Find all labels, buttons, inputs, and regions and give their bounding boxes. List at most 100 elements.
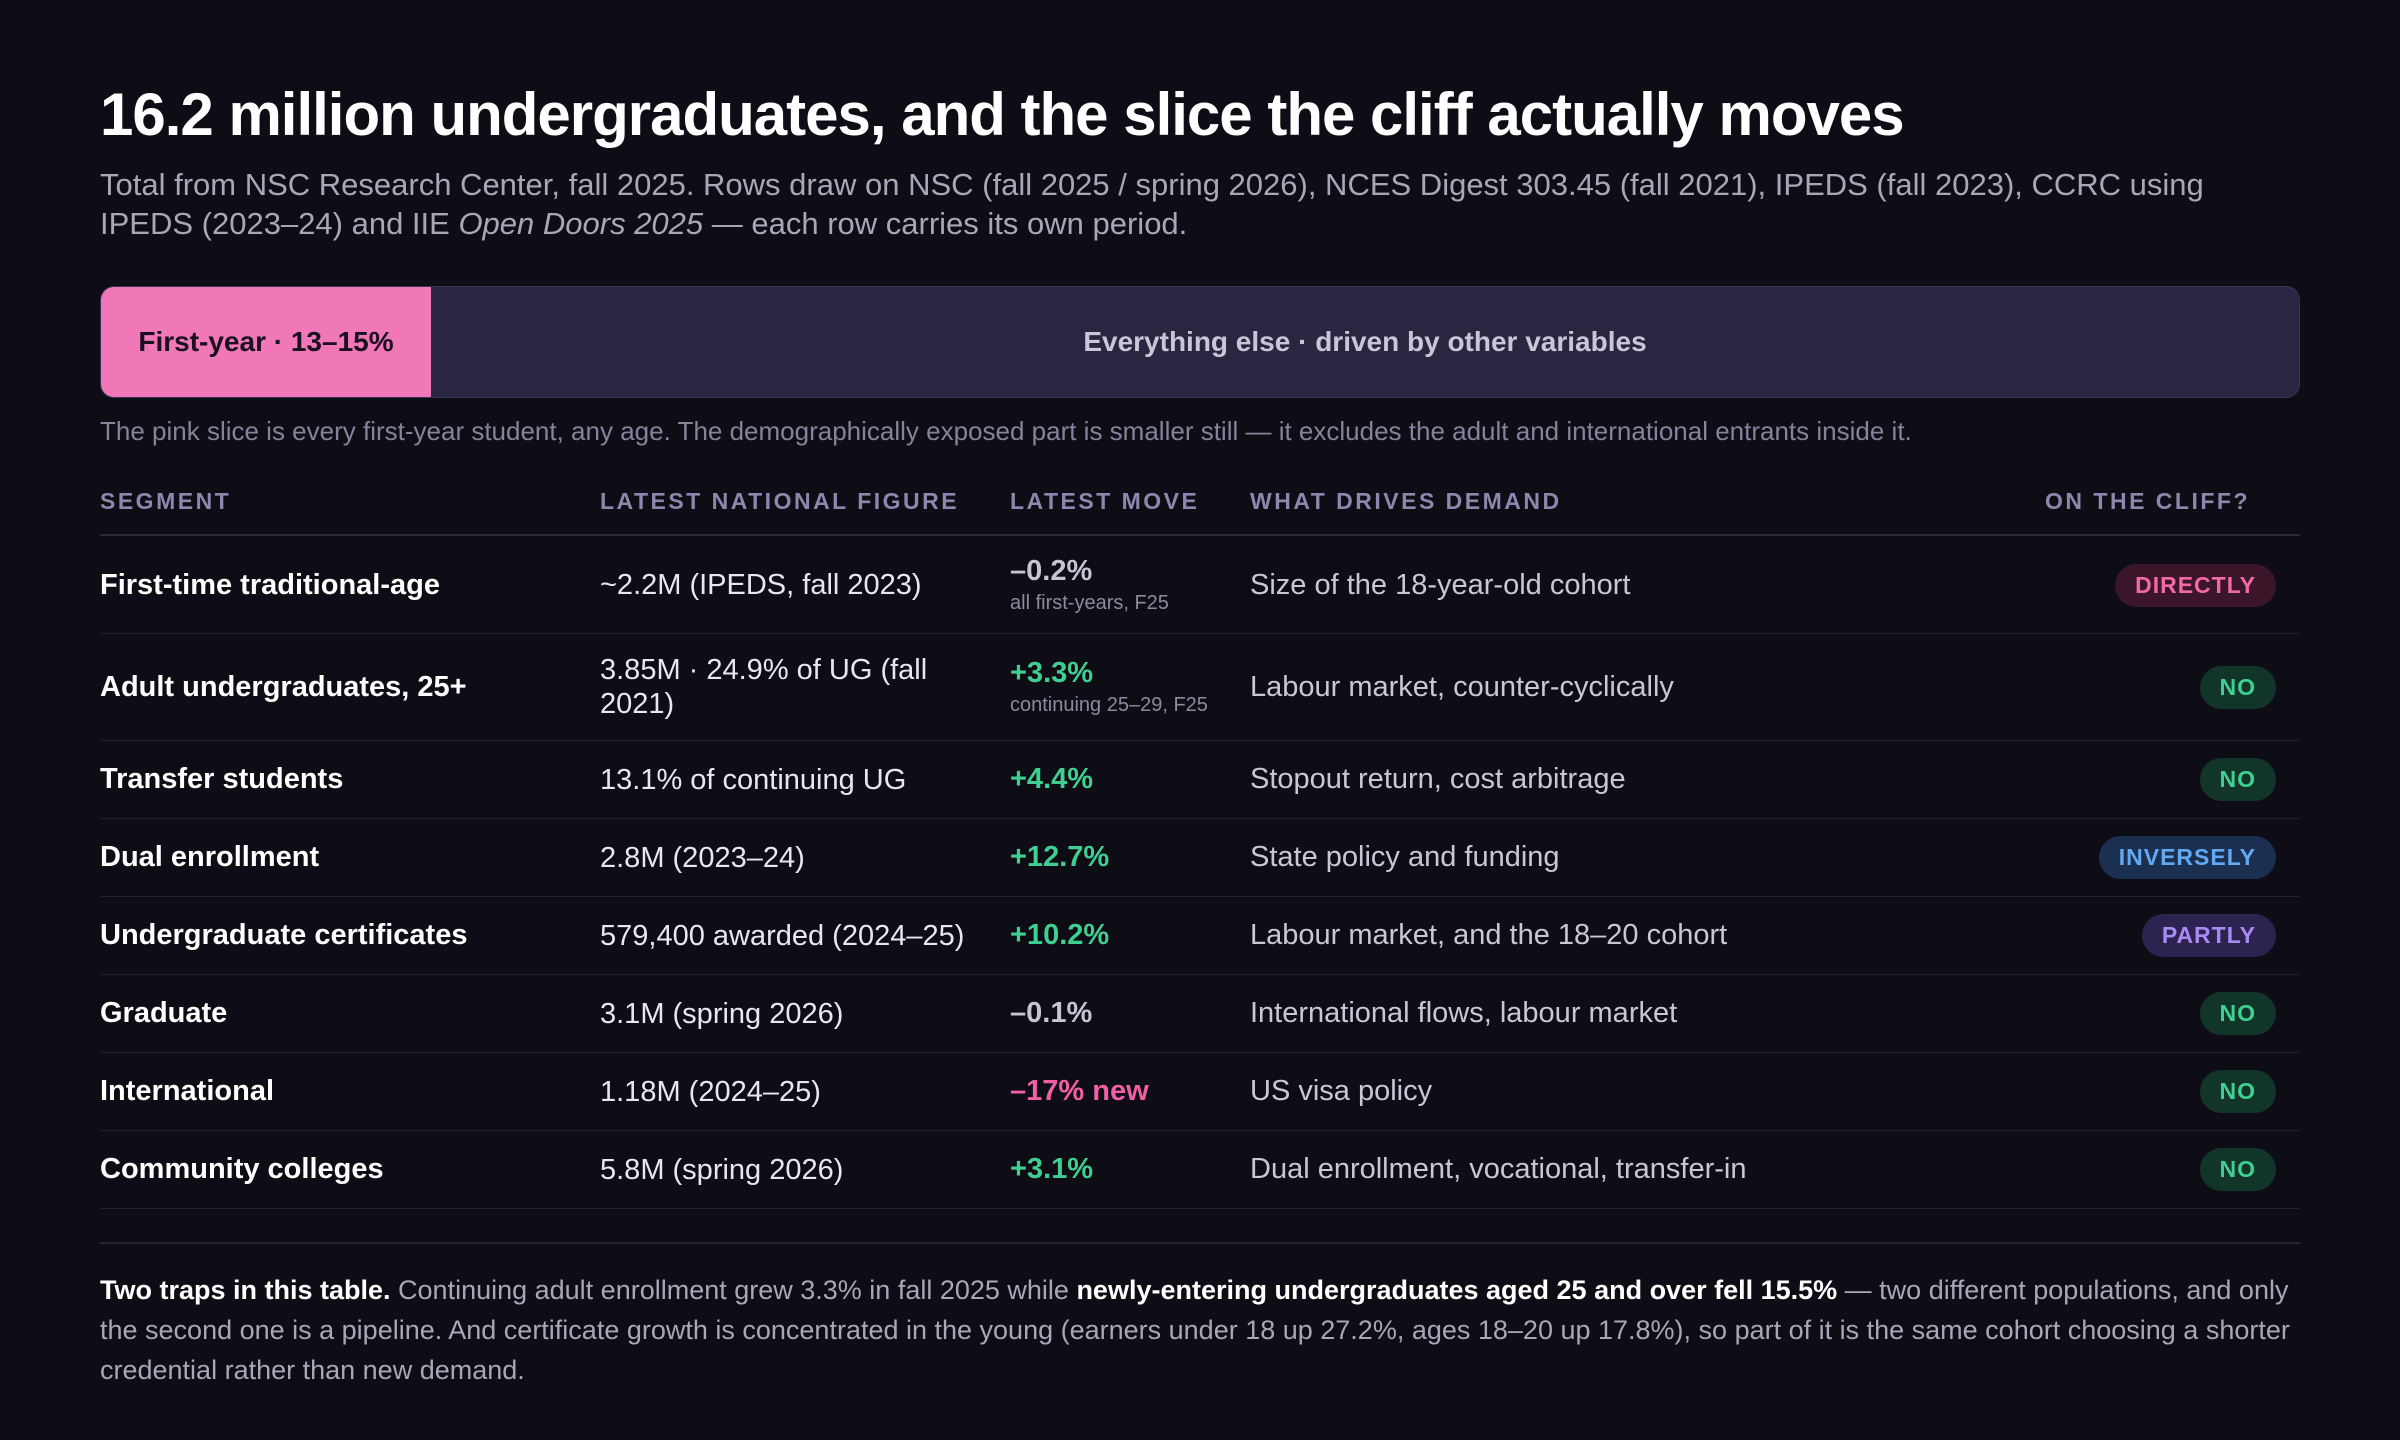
segment-name: First-time traditional-age xyxy=(100,568,440,601)
figure-value: 1.18M (2024–25) xyxy=(600,1075,821,1108)
page-title: 16.2 million undergraduates, and the sli… xyxy=(100,81,1905,148)
first-year-slice: First-year · 13–15% xyxy=(101,287,431,397)
figure-value: 579,400 awarded (2024–25) xyxy=(600,919,965,952)
segment-cell: First-time traditional-age xyxy=(100,537,580,633)
figure-cell: ~2.2M (IPEDS, fall 2023) xyxy=(600,537,980,633)
bar-note: The pink slice is every first-year stude… xyxy=(100,416,1912,446)
cliff-cell: NO xyxy=(1996,741,2276,818)
figure-value: ~2.2M (IPEDS, fall 2023) xyxy=(600,569,922,601)
share-bar: First-year · 13–15% Everything else · dr… xyxy=(100,286,2300,398)
drives-text: International flows, labour market xyxy=(1250,997,1678,1029)
move-value: +12.7% xyxy=(1010,841,1110,873)
move-value: –0.1% xyxy=(1010,997,1093,1029)
cliff-badge: NO xyxy=(2199,1070,2276,1113)
subtitle-text-1: Total from NSC Research Center, fall 202… xyxy=(100,167,2204,241)
drives-text: State policy and funding xyxy=(1250,841,1560,873)
move-cell: +12.7% xyxy=(1010,819,1240,896)
move-value: +4.4% xyxy=(1010,763,1094,795)
segment-name: Undergraduate certificates xyxy=(100,919,468,951)
move-cell: –0.2% all first-years, F25 xyxy=(1010,537,1240,633)
segment-cell: Dual enrollment xyxy=(100,819,580,896)
table-row: First-time traditional-age ~2.2M (IPEDS, … xyxy=(100,537,2300,634)
move-value: –0.2% xyxy=(1010,555,1093,587)
cliff-badge: NO xyxy=(2199,758,2276,801)
figure-value: 3.85M · 24.9% of UG (fall 2021) xyxy=(600,654,928,720)
everything-else-slice: Everything else · driven by other variab… xyxy=(1083,326,1647,357)
figure-cell: 2.8M (2023–24) xyxy=(600,819,980,896)
figure-cell: 1.18M (2024–25) xyxy=(600,1053,980,1130)
drives-cell: US visa policy xyxy=(1250,1053,1970,1130)
move-cell: –0.1% xyxy=(1010,975,1240,1052)
segment-cell: Undergraduate certificates xyxy=(100,897,580,974)
cliff-badge: PARTLY xyxy=(2141,914,2276,957)
drives-text: Labour market, and the 18–20 cohort xyxy=(1250,919,1728,951)
header-figure: LATEST NATIONAL FIGURE xyxy=(600,488,960,514)
figure-cell: 13.1% of continuing UG xyxy=(600,741,980,818)
footer-divider xyxy=(100,1242,2300,1244)
move-value: +3.1% xyxy=(1010,1153,1094,1185)
cliff-cell: DIRECTLY xyxy=(1996,537,2276,633)
header-move: LATEST MOVE xyxy=(1010,488,1200,514)
table-row: Community colleges 5.8M (spring 2026) +3.1… xyxy=(100,1131,2300,1209)
table-row: Adult undergraduates, 25+ 3.85M · 24.9% o… xyxy=(100,634,2300,741)
move-value: +3.3% xyxy=(1010,657,1094,689)
footer-bold: newly-entering undergraduates aged 25 an… xyxy=(1076,1275,1838,1305)
segment-cell: Graduate xyxy=(100,975,580,1052)
drives-text: Dual enrollment, vocational, transfer-in xyxy=(1250,1153,1747,1185)
footer-text-1: Continuing adult enrollment grew 3.3% in… xyxy=(390,1275,1077,1305)
cliff-cell: NO xyxy=(1996,1053,2276,1130)
cliff-cell: NO xyxy=(1996,975,2276,1052)
segment-name: Community colleges xyxy=(100,1153,384,1185)
figure-value: 2.8M (2023–24) xyxy=(600,841,805,874)
footer-text-2: — two different populations, and only th… xyxy=(100,1275,2290,1385)
segment-cell: International xyxy=(100,1053,580,1130)
move-cell: +3.1% xyxy=(1010,1131,1240,1208)
segment-name: Dual enrollment xyxy=(100,841,320,873)
cliff-cell: INVERSELY xyxy=(1996,819,2276,896)
drives-cell: Labour market, and the 18–20 cohort xyxy=(1250,897,1970,974)
footer-note: Two traps in this table. Continuing adul… xyxy=(100,1270,2300,1390)
footer-lead: Two traps in this table. xyxy=(100,1275,391,1305)
cliff-cell: NO xyxy=(1996,634,2276,740)
figure-cell: 3.1M (spring 2026) xyxy=(600,975,980,1052)
table-row: Transfer students 13.1% of continuing UG +… xyxy=(100,741,2300,819)
move-subtext: all first-years, F25 xyxy=(1010,592,1169,614)
segment-name: Graduate xyxy=(100,997,228,1029)
subtitle-italic: Open Doors 2025 xyxy=(458,206,704,241)
cliff-badge: NO xyxy=(2199,1148,2276,1191)
move-value: +10.2% xyxy=(1010,919,1110,951)
move-cell: +4.4% xyxy=(1010,741,1240,818)
cliff-badge: DIRECTLY xyxy=(2115,563,2276,607)
segment-cell: Community colleges xyxy=(100,1131,580,1208)
figure-value: 5.8M (spring 2026) xyxy=(600,1153,844,1186)
drives-text: US visa policy xyxy=(1250,1075,1433,1107)
segment-cell: Adult undergraduates, 25+ xyxy=(100,634,580,740)
table-row: Graduate 3.1M (spring 2026) –0.1% Internati… xyxy=(100,975,2300,1053)
drives-cell: Size of the 18-year-old cohort xyxy=(1250,537,1970,633)
move-cell: +10.2% xyxy=(1010,897,1240,974)
figure-cell: 3.85M · 24.9% of UG (fall 2021) xyxy=(600,634,980,740)
figure-cell: 5.8M (spring 2026) xyxy=(600,1131,980,1208)
table-header: SEGMENT LATEST NATIONAL FIGURE LATEST MO… xyxy=(100,488,2300,536)
move-cell: +3.3% continuing 25–29, F25 xyxy=(1010,634,1240,740)
drives-text: Labour market, counter-cyclically xyxy=(1250,670,1674,703)
table-row: International 1.18M (2024–25) –17% new US v… xyxy=(100,1053,2300,1131)
drives-cell: Stopout return, cost arbitrage xyxy=(1250,741,1970,818)
cliff-badge: INVERSELY xyxy=(2098,836,2276,879)
subtitle-text-2: — each row carries its own period. xyxy=(703,206,1188,241)
page-subtitle: Total from NSC Research Center, fall 202… xyxy=(100,165,2300,243)
header-cliff: ON THE CLIFF? xyxy=(2045,488,2250,514)
header-drives: WHAT DRIVES DEMAND xyxy=(1250,488,1562,514)
move-subtext: continuing 25–29, F25 xyxy=(1010,694,1208,716)
segment-name: International xyxy=(100,1075,275,1107)
table-row: Dual enrollment 2.8M (2023–24) +12.7% State… xyxy=(100,819,2300,897)
cliff-cell: PARTLY xyxy=(1996,897,2276,974)
segment-name: Adult undergraduates, 25+ xyxy=(100,670,467,703)
drives-cell: International flows, labour market xyxy=(1250,975,1970,1052)
cliff-cell: NO xyxy=(1996,1131,2276,1208)
segment-cell: Transfer students xyxy=(100,741,580,818)
move-value: –17% new xyxy=(1010,1075,1149,1107)
drives-cell: State policy and funding xyxy=(1250,819,1970,896)
drives-text: Size of the 18-year-old cohort xyxy=(1250,568,1631,601)
move-cell: –17% new xyxy=(1010,1053,1240,1130)
